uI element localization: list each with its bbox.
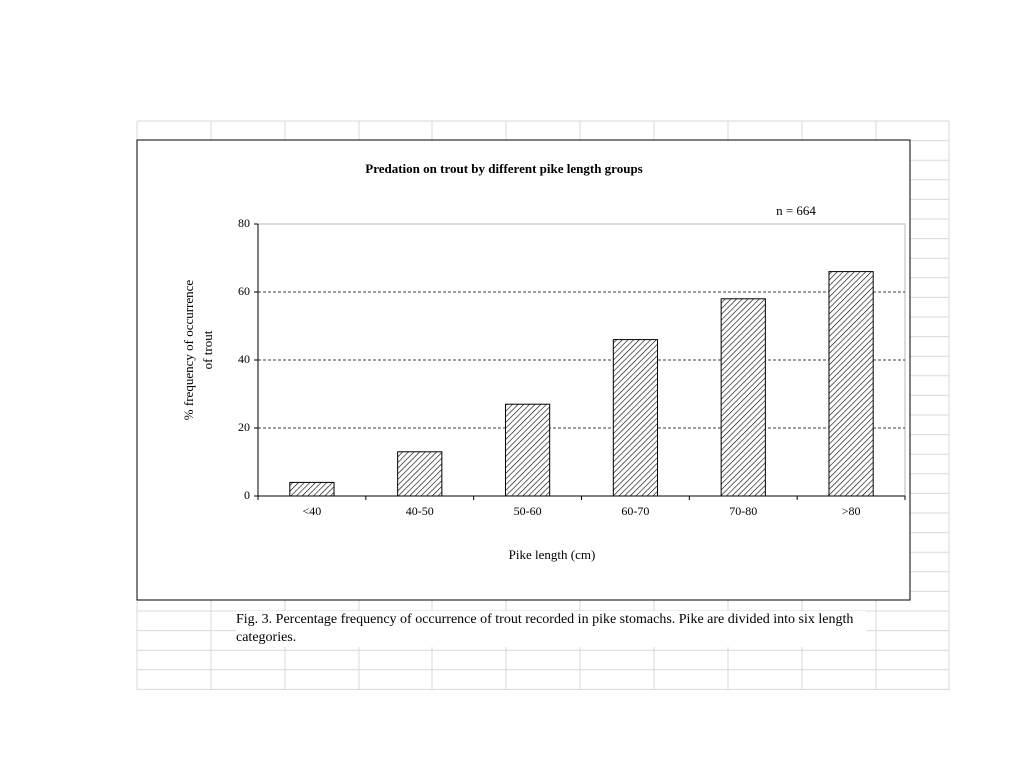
bar xyxy=(289,481,335,497)
y-tick-label: 0 xyxy=(244,488,250,502)
y-axis-label: of trout xyxy=(200,330,215,369)
figure-caption: Fig. 3. Percentage frequency of occurren… xyxy=(236,611,866,647)
x-tick-label: 70-80 xyxy=(729,504,757,518)
y-axis-label: % frequency of occurrence xyxy=(181,280,196,421)
chart-title: Predation on trout by different pike len… xyxy=(365,161,642,176)
y-tick-label: 20 xyxy=(238,420,250,434)
y-tick-label: 60 xyxy=(238,284,250,298)
y-tick-label: 40 xyxy=(238,352,250,366)
chart-frame xyxy=(136,139,911,601)
x-tick-label: 50-60 xyxy=(514,504,542,518)
x-tick-label: <40 xyxy=(303,504,322,518)
bar xyxy=(612,339,659,497)
x-tick-label: >80 xyxy=(842,504,861,518)
y-tick-label: 80 xyxy=(238,216,250,230)
x-tick-label: 40-50 xyxy=(406,504,434,518)
annotation: n = 664 xyxy=(776,203,816,218)
bar xyxy=(828,271,874,497)
bar xyxy=(397,451,443,497)
bar xyxy=(504,403,551,497)
x-tick-label: 60-70 xyxy=(621,504,649,518)
bar xyxy=(720,298,766,497)
x-axis-label: Pike length (cm) xyxy=(509,547,596,562)
